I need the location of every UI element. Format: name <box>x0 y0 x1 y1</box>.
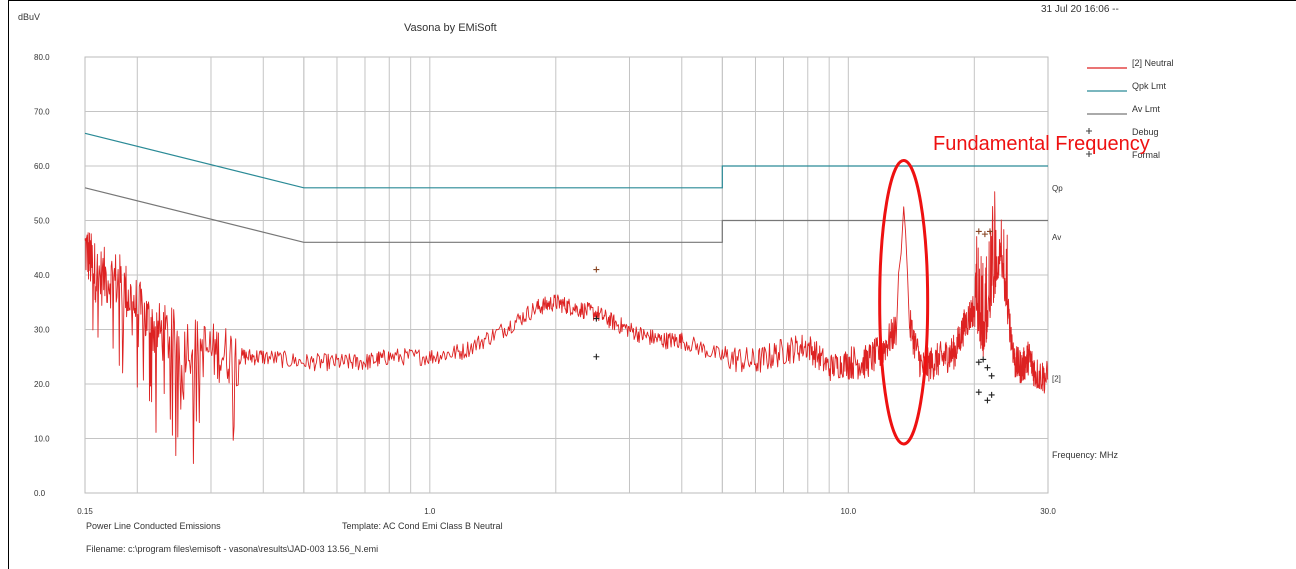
chart-title: Vasona by EMiSoft <box>404 22 497 34</box>
x-tick-label: 30.0 <box>1040 507 1056 516</box>
legend-entry: [2] Neutral <box>1132 58 1174 68</box>
series-qpk-lmt <box>84 132 1048 189</box>
measurement-marker <box>988 372 995 379</box>
legend-entry: Debug <box>1132 127 1159 137</box>
measurement-marker <box>975 228 982 235</box>
series-av-lmt <box>84 187 1048 243</box>
measurement-marker <box>981 231 988 238</box>
y-tick-label: 80.0 <box>34 53 50 62</box>
footer-description: Power Line Conducted Emissions <box>86 521 221 531</box>
fundamental-frequency-ellipse <box>878 159 930 446</box>
page-frame <box>8 0 1296 569</box>
legend-entry: Formal <box>1132 150 1160 160</box>
measurement-marker <box>984 364 991 371</box>
series-neutral-trace <box>84 191 1049 464</box>
footer-template: Template: AC Cond Emi Class B Neutral <box>342 521 503 531</box>
limit-label: Qp <box>1052 184 1063 193</box>
measurement-marker <box>984 397 991 404</box>
x-tick-label: 1.0 <box>424 507 436 516</box>
limit-label: [2] <box>1052 375 1061 384</box>
legend-entry: Qpk Lmt <box>1132 81 1167 91</box>
measurement-marker <box>986 228 993 235</box>
fundamental-frequency-annotation: Fundamental Frequency <box>933 133 1150 155</box>
y-tick-label: 60.0 <box>34 162 50 171</box>
y-tick-label: 40.0 <box>34 271 50 280</box>
x-axis-label: Frequency: MHz <box>1052 450 1119 460</box>
measurement-marker <box>988 391 995 398</box>
measurement-marker <box>593 315 600 322</box>
measurement-marker <box>980 356 987 363</box>
measurement-marker <box>975 389 982 396</box>
y-tick-label: 30.0 <box>34 326 50 335</box>
measurement-marker <box>975 359 982 366</box>
y-tick-label: 50.0 <box>34 217 50 226</box>
footer-filename: Filename: c:\program files\emisoft - vas… <box>86 544 379 554</box>
y-tick-label: 0.0 <box>34 489 46 498</box>
measurement-marker <box>593 353 600 360</box>
x-tick-label: 10.0 <box>841 507 857 516</box>
legend-marker <box>1086 128 1092 134</box>
report-timestamp: 31 Jul 20 16:06 -- <box>1041 4 1119 15</box>
y-unit-label: dBuV <box>18 12 41 22</box>
y-tick-label: 10.0 <box>34 435 50 444</box>
legend-entry: Av Lmt <box>1132 104 1160 114</box>
y-tick-label: 20.0 <box>34 380 50 389</box>
limit-label: Av <box>1052 233 1061 242</box>
legend-marker <box>1086 151 1092 157</box>
y-tick-label: 70.0 <box>34 108 50 117</box>
measurement-marker <box>593 266 600 273</box>
x-tick-label: 0.15 <box>77 507 93 516</box>
